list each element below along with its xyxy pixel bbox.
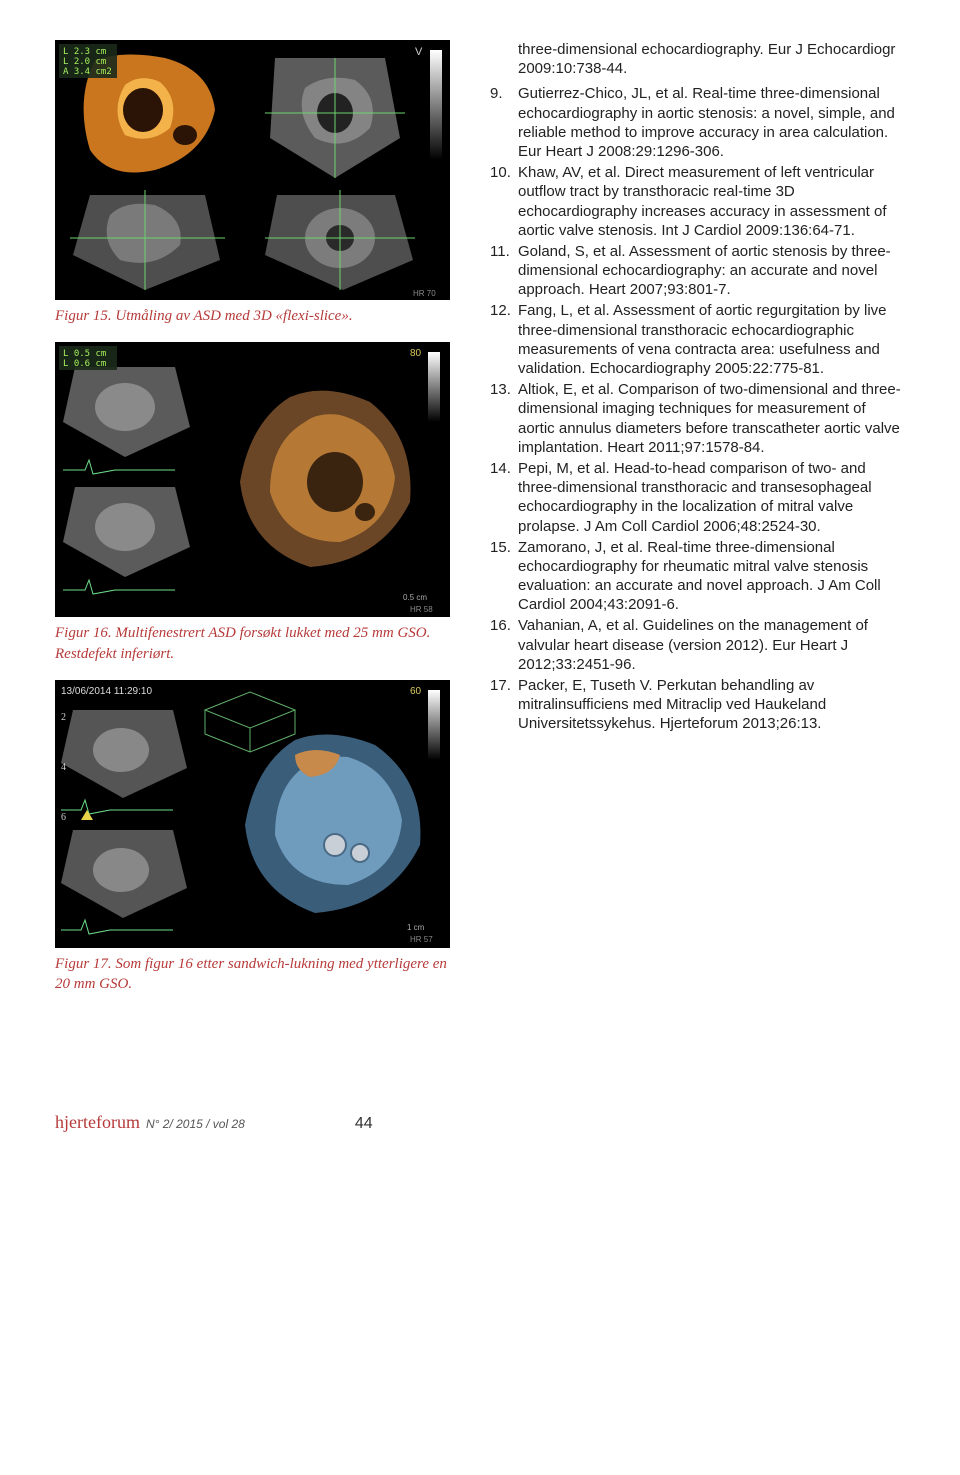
figure-16-caption: Figur 16. Multifenestrert ASD forsøkt lu… — [55, 623, 450, 664]
figure-15-image: L 2.3 cm L 2.0 cm A 3.4 cm2 V HR 70 — [55, 40, 450, 300]
svg-text:1 cm: 1 cm — [407, 923, 425, 932]
reference-continuation: three-dimensional echocardiography. Eur … — [490, 40, 905, 78]
svg-text:0.5 cm: 0.5 cm — [403, 593, 427, 602]
svg-text:HR 57: HR 57 — [410, 935, 433, 944]
reference-item: Pepi, M, et al. Head-to-head comparison … — [490, 459, 905, 536]
svg-text:L 2.3 cm: L 2.3 cm — [63, 47, 106, 57]
reference-list: Gutierrez-Chico, JL, et al. Real-time th… — [490, 84, 905, 733]
figure-17-caption: Figur 17. Som figur 16 etter sandwich-lu… — [55, 954, 450, 995]
reference-item: Zamorano, J, et al. Real-time three-dime… — [490, 538, 905, 615]
svg-text:4: 4 — [61, 762, 66, 773]
svg-text:60: 60 — [410, 686, 422, 697]
reference-item: Fang, L, et al. Assessment of aortic reg… — [490, 301, 905, 378]
svg-text:L 0.6 cm: L 0.6 cm — [63, 359, 106, 369]
svg-text:HR 70: HR 70 — [413, 289, 436, 298]
figure-17-image: 13/06/2014 11:29:10 2 4 6 — [55, 680, 450, 948]
page-footer: hjerteforum N° 2/ 2015 / vol 28 44 — [55, 1110, 905, 1135]
reference-item: Vahanian, A, et al. Guidelines on the ma… — [490, 616, 905, 674]
journal-issue: N° 2/ 2015 / vol 28 — [146, 1116, 245, 1132]
figure-16-image: L 0.5 cm L 0.6 cm 80 0.5 cm HR 58 — [55, 342, 450, 617]
reference-item: Packer, E, Tuseth V. Perkutan behandling… — [490, 676, 905, 734]
reference-item: Gutierrez-Chico, JL, et al. Real-time th… — [490, 84, 905, 161]
svg-text:A 3.4 cm2: A 3.4 cm2 — [63, 67, 112, 77]
svg-text:80: 80 — [410, 348, 422, 359]
svg-text:L 2.0 cm: L 2.0 cm — [63, 57, 106, 67]
svg-text:V: V — [415, 46, 423, 58]
figure-15-caption: Figur 15. Utmåling av ASD med 3D «flexi-… — [55, 306, 450, 326]
svg-text:HR 58: HR 58 — [410, 605, 433, 614]
svg-text:13/06/2014 11:29:10: 13/06/2014 11:29:10 — [61, 686, 152, 697]
reference-item: Goland, S, et al. Assessment of aortic s… — [490, 242, 905, 300]
reference-item: Khaw, AV, et al. Direct measurement of l… — [490, 163, 905, 240]
reference-item: Altiok, E, et al. Comparison of two-dime… — [490, 380, 905, 457]
svg-text:2: 2 — [61, 712, 66, 723]
svg-text:6: 6 — [61, 812, 66, 823]
journal-name: hjerteforum — [55, 1110, 140, 1134]
svg-text:L 0.5 cm: L 0.5 cm — [63, 349, 106, 359]
page-number: 44 — [355, 1113, 373, 1135]
